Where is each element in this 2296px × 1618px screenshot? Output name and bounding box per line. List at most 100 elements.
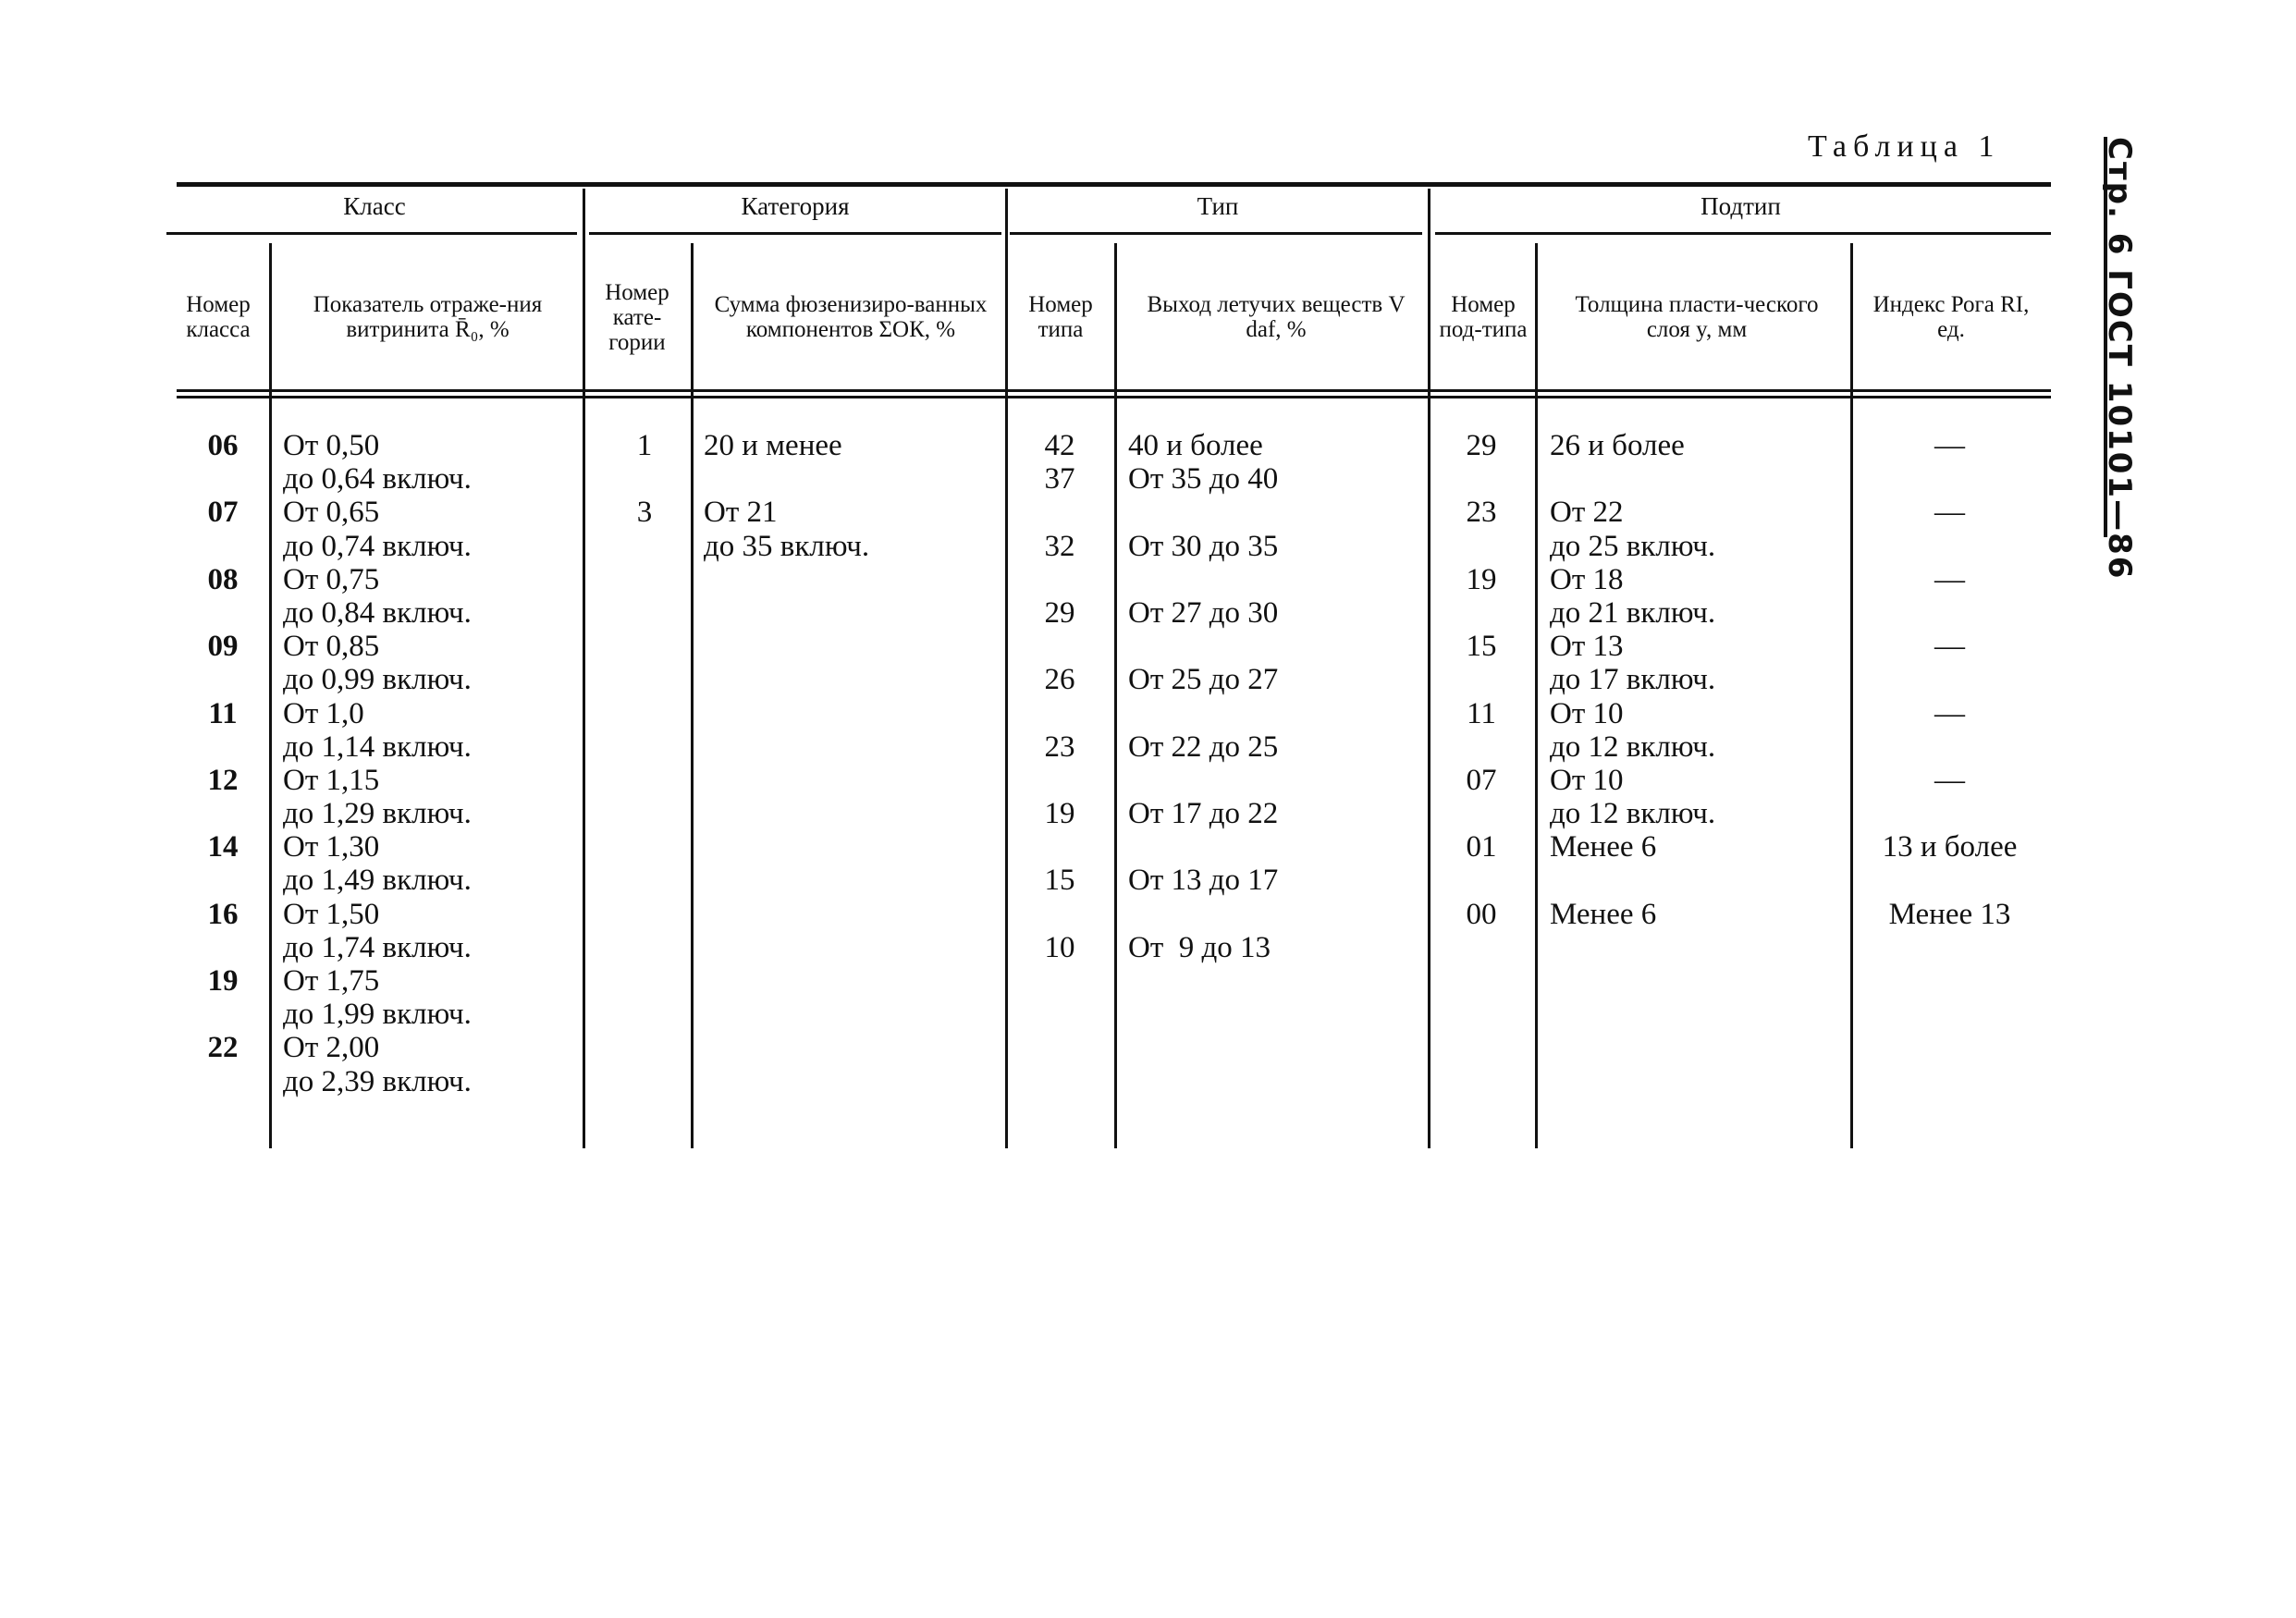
table-cell-line [1016, 563, 1103, 596]
table-cell-line [1438, 864, 1525, 897]
table-cell-line: до 17 включ. [1550, 663, 1716, 697]
table-cell-line: 19 [207, 964, 239, 998]
column-subtype-num: 29 23 19 15 11 07 01 00 [1438, 429, 1525, 931]
column-plastic-layer: 26 и более От 22 до 25 включ. От 18 до 21 вк… [1550, 429, 1715, 931]
column-reflectance: От 0,50 до 0,64 включ. От 0,65 до 0,74 вклю… [283, 429, 472, 1098]
table-cell-line [1855, 530, 2044, 563]
table-cell-line: От 1,75 [283, 964, 380, 998]
table-cell-line: От 9 до 13 [1128, 930, 1271, 964]
table-cell-line: От 22 до 25 [1128, 729, 1279, 764]
table-cell-line: От 30 до 35 [1128, 529, 1279, 563]
table-cell-line [1016, 630, 1103, 663]
table-cell-line [1438, 462, 1525, 496]
table-cell-line: — [1934, 763, 1965, 797]
table-cell-line: От 1,50 [283, 897, 380, 931]
table-cell-line [1855, 663, 2044, 696]
table-cell-line: до 1,99 включ. [283, 998, 472, 1032]
header-double-rule-1 [177, 389, 2051, 392]
table-cell-line: до 1,74 включ. [283, 930, 472, 964]
table-cell-line: Менее 6 [1550, 897, 1657, 931]
header-double-rule-2 [177, 396, 2051, 398]
table-cell-line [1550, 864, 1715, 897]
table-cell-line [1128, 496, 1278, 529]
col-header-fusinite: Сумма фюзенизиро-ванных компонентов ΣОК,… [714, 292, 988, 342]
table-cell-line [1128, 830, 1278, 864]
table-cell-line: От 0,50 [283, 429, 380, 462]
table-cell-line: до 12 включ. [1550, 729, 1716, 764]
table-title: Таблица 1 [1808, 129, 2001, 164]
table-cell-line: до 35 включ. [704, 529, 870, 563]
table-cell-line: 23 [1044, 729, 1075, 764]
table-cell-line: Менее 13 [1888, 897, 2011, 931]
table-cell-line: 1 [636, 429, 653, 462]
table-cell-line: 15 [1044, 864, 1075, 898]
table-cell-line: 09 [207, 630, 239, 664]
divider-subtype [1428, 189, 1430, 1148]
table-cell-line: 13 и более [1882, 830, 2018, 864]
table-cell-line [1128, 563, 1278, 596]
divider [691, 243, 694, 1148]
group-header-type: Тип [1197, 192, 1239, 220]
table-cell-line: — [1934, 429, 1965, 462]
col-header-roga-index: Индекс Рога RI, ед. [1872, 292, 2030, 342]
table-cell-line [179, 596, 266, 630]
table-cell-line [1016, 764, 1103, 797]
table-cell-line: — [1934, 562, 1965, 596]
table-cell-line [1128, 630, 1278, 663]
table-cell-line: 29 [1044, 595, 1075, 630]
table-cell-line [1855, 864, 2044, 897]
table-cell-line [1438, 730, 1525, 764]
table-cell-line: до 2,39 включ. [283, 1064, 472, 1098]
table-cell-line: От 10 [1550, 696, 1624, 730]
table-cell-line: От 2,00 [283, 1031, 380, 1065]
group-header-subtype: Подтип [1701, 192, 1781, 220]
table-cell-line [1128, 898, 1278, 931]
table-cell-line: 32 [1044, 529, 1075, 563]
table-cell-line: до 1,29 включ. [283, 797, 472, 831]
table-cell-line: до 0,74 включ. [283, 529, 472, 563]
table-cell-line: 00 [1466, 897, 1497, 931]
divider [1850, 243, 1853, 1148]
column-type-num: 42 37 32 29 26 23 19 15 10 [1016, 429, 1103, 964]
table-cell-line: 15 [1466, 630, 1497, 664]
page-side-label: Стр. 6 ГОСТ 10101—86 [2101, 137, 2138, 581]
group-rule-subtype [1435, 232, 2051, 235]
col-header-reflectance: Показатель отраже-ния витринита R̄₀, % [313, 292, 543, 342]
table-cell-line [1016, 496, 1103, 529]
table-cell-line [1016, 898, 1103, 931]
group-rule-class [166, 232, 577, 235]
table-cell-line: до 12 включ. [1550, 797, 1716, 831]
group-header-category: Категория [741, 192, 850, 220]
table-cell-line: 22 [207, 1031, 239, 1065]
column-volatile: 40 и более От 35 до 40 От 30 до 35 От 27 до… [1128, 429, 1278, 964]
table-cell-line: От 13 [1550, 630, 1624, 664]
table-cell-line: — [1934, 496, 1965, 530]
table-cell-line: От 21 [704, 496, 778, 530]
table-cell-line: 16 [207, 897, 239, 931]
group-rule-type [1010, 232, 1422, 235]
table-cell-line: 14 [207, 830, 239, 864]
table-cell-line [601, 462, 688, 496]
table-cell-line [1855, 596, 2044, 630]
column-roga-index: — — — — — — 13 и более Менее 13 [1855, 429, 2044, 931]
table-cell-line: 11 [208, 696, 238, 730]
group-rule-category [589, 232, 1001, 235]
table-cell-line [179, 1065, 266, 1098]
table-cell-line [179, 530, 266, 563]
table-cell-line [1438, 596, 1525, 630]
table-cell-line [179, 998, 266, 1031]
table-cell-line: 42 [1044, 429, 1075, 462]
table-cell-line [1438, 663, 1525, 696]
table-cell-line: От 35 до 40 [1128, 462, 1279, 496]
table-cell-line [1016, 697, 1103, 730]
table-cell-line [1128, 764, 1278, 797]
table-cell-line [179, 797, 266, 830]
column-class-num: 06 07 08 09 11 12 14 16 19 22 [179, 429, 266, 1098]
table-cell-line: 26 [1044, 663, 1075, 697]
table-cell-line: — [1934, 630, 1965, 664]
table-cell-line: От 18 [1550, 562, 1624, 596]
table-cell-line: От 0,65 [283, 496, 380, 530]
table-cell-line: 29 [1466, 429, 1497, 462]
group-header-class: Класс [343, 192, 406, 220]
table-cell-line: 23 [1466, 496, 1497, 530]
